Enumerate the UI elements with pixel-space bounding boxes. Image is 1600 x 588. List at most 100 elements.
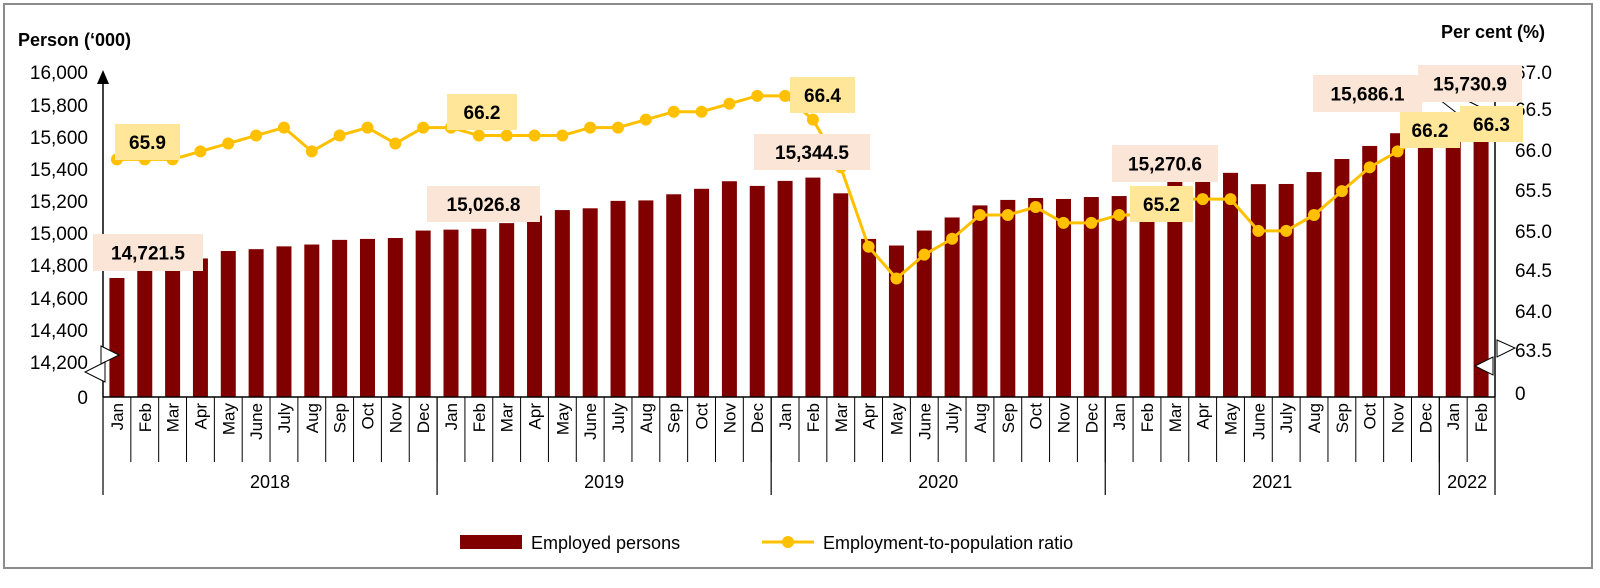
ratio-data-label: 65.2 <box>1143 195 1180 216</box>
month-label: Aug <box>971 403 990 433</box>
data-label-box <box>1313 75 1422 112</box>
ratio-point-25 <box>806 113 819 126</box>
month-label: Aug <box>303 403 322 433</box>
data-label-box <box>1418 65 1522 102</box>
right-tick-label: 65.0 <box>1515 222 1552 243</box>
right-tick-label: 0 <box>1515 384 1526 405</box>
bar-47 <box>1417 122 1433 397</box>
bar-32 <box>1000 199 1016 397</box>
data-label-box <box>1112 145 1218 182</box>
bar-38 <box>1167 179 1183 397</box>
bar-42 <box>1278 183 1294 397</box>
bar-36 <box>1111 196 1127 397</box>
month-label: Jan <box>1110 403 1129 430</box>
bar-15 <box>527 215 543 397</box>
bar-data-label: 15,730.9 <box>1433 75 1507 96</box>
left-axis-break-icon <box>100 345 121 365</box>
bar-13 <box>471 228 487 397</box>
left-tick-label: 14,200 <box>30 353 88 374</box>
month-label: Aug <box>637 403 656 433</box>
data-label-box <box>754 134 870 170</box>
bar-44 <box>1334 159 1350 397</box>
ratio-point-43 <box>1308 208 1321 221</box>
bar-29 <box>916 230 932 397</box>
month-label: June <box>1249 403 1268 440</box>
month-label: Oct <box>1361 403 1380 430</box>
ratio-point-28 <box>890 272 903 285</box>
data-label-box <box>1460 106 1523 142</box>
right-tick-label: 67.0 <box>1515 63 1552 84</box>
ratio-point-16 <box>556 129 569 142</box>
month-label: Feb <box>1138 403 1157 432</box>
ratio-point-22 <box>723 97 736 110</box>
bar-22 <box>721 181 737 397</box>
bar-9 <box>359 238 375 397</box>
bar-data-label: 15,344.5 <box>775 143 849 164</box>
bar-14 <box>499 223 515 397</box>
month-label: May <box>887 403 906 436</box>
year-label: 2019 <box>584 472 624 492</box>
ratio-point-32 <box>1001 208 1014 221</box>
bar-2 <box>165 268 181 397</box>
bar-21 <box>694 188 710 397</box>
bar-45 <box>1362 145 1378 397</box>
month-label: June <box>915 403 934 440</box>
month-label: Feb <box>470 403 489 432</box>
month-label: June <box>247 403 266 440</box>
bar-49 <box>1473 115 1489 397</box>
ratio-point-13 <box>472 129 485 142</box>
ratio-point-3 <box>194 145 207 158</box>
ratio-point-9 <box>361 121 374 134</box>
ratio-point-19 <box>639 113 652 126</box>
ratio-point-24 <box>779 89 792 102</box>
year-label: 2021 <box>1252 472 1292 492</box>
bar-1 <box>137 270 153 397</box>
ratio-data-label: 66.3 <box>1473 115 1510 136</box>
bar-7 <box>304 244 320 397</box>
ratio-point-45 <box>1363 161 1376 174</box>
right-tick-label: 66.5 <box>1515 100 1552 121</box>
right-tick-label: 65.5 <box>1515 181 1552 202</box>
bar-39 <box>1195 175 1211 397</box>
month-label: May <box>219 403 238 436</box>
ratio-point-42 <box>1280 224 1293 237</box>
right-axis-title: Per cent (%) <box>1441 22 1545 42</box>
tick-labels: 16,000 15,800 15,600 15,400 15,200 15,000 14,8… <box>30 63 1552 409</box>
ratio-point-30 <box>946 232 959 245</box>
bar-11 <box>415 230 431 397</box>
legend-label-employed: Employed persons <box>531 533 680 553</box>
month-label: Apr <box>860 403 879 430</box>
ratio-point-46 <box>1391 145 1404 158</box>
bar-series-employed <box>109 115 1489 397</box>
month-label: July <box>943 403 962 434</box>
bar-41 <box>1250 184 1266 397</box>
month-label: Mar <box>164 403 183 433</box>
ratio-point-8 <box>333 129 346 142</box>
data-label-box <box>93 234 203 271</box>
bar-12 <box>443 229 459 397</box>
left-tick-label: 15,400 <box>30 160 88 181</box>
bar-48 <box>1445 118 1461 397</box>
legend: Employed persons Employment-to-populatio… <box>460 533 1073 553</box>
month-label: Oct <box>1027 403 1046 430</box>
data-label-box <box>115 124 180 160</box>
right-tick-label: 64.5 <box>1515 261 1552 282</box>
year-label: 2022 <box>1447 472 1487 492</box>
bar-43 <box>1306 172 1322 397</box>
left-tick-label: 14,600 <box>30 289 88 310</box>
bar-6 <box>276 246 292 397</box>
month-label: Jan <box>442 403 461 430</box>
month-label: July <box>1277 403 1296 434</box>
data-label-box <box>427 186 540 222</box>
bar-46 <box>1390 133 1406 397</box>
bar-5 <box>248 249 264 397</box>
right-tick-label: 64.0 <box>1515 302 1552 323</box>
bar-data-label: 15,686.1 <box>1331 85 1405 106</box>
data-label-box <box>1400 112 1460 148</box>
month-label: Sep <box>1333 403 1352 433</box>
ratio-point-40 <box>1224 193 1237 206</box>
month-label: Apr <box>526 403 545 430</box>
left-axis-break-icon <box>83 361 106 383</box>
left-tick-label: 16,000 <box>30 63 88 84</box>
bar-data-label: 14,721.5 <box>111 244 185 265</box>
